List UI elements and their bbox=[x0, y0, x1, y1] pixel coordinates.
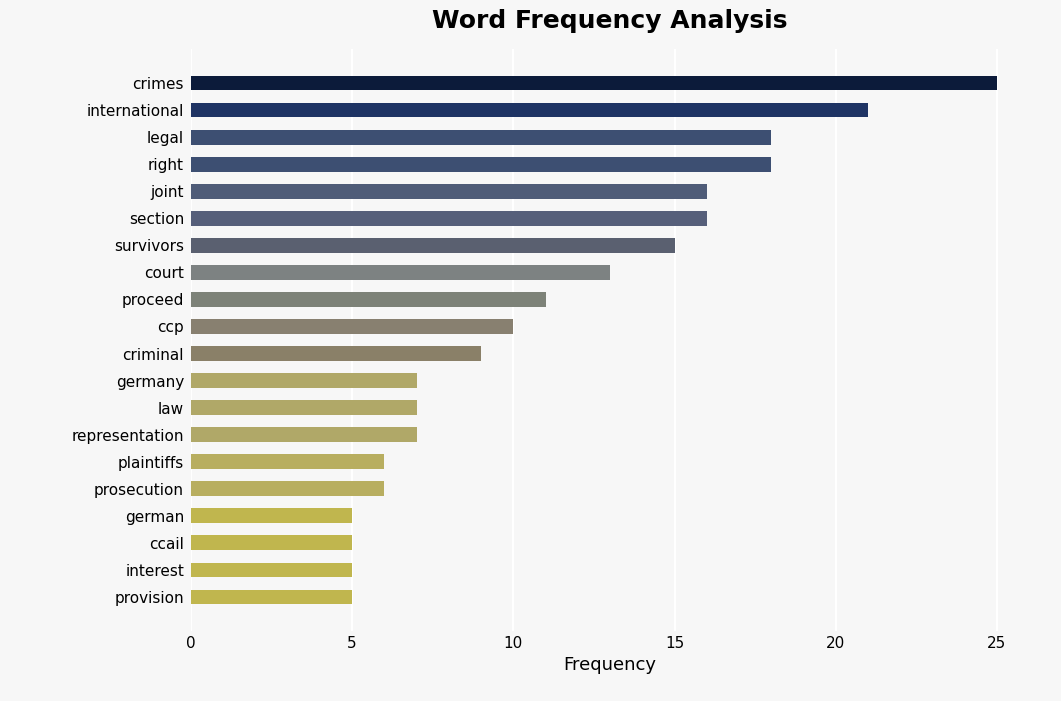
Bar bbox=[191, 482, 384, 496]
Bar bbox=[191, 400, 417, 415]
Bar bbox=[191, 373, 417, 388]
Bar bbox=[191, 130, 771, 144]
Bar bbox=[191, 508, 352, 523]
Bar bbox=[191, 157, 771, 172]
Bar bbox=[191, 454, 384, 469]
Title: Word Frequency Analysis: Word Frequency Analysis bbox=[432, 9, 788, 33]
Bar bbox=[191, 562, 352, 578]
Bar bbox=[191, 319, 514, 334]
Bar bbox=[191, 265, 610, 280]
Bar bbox=[191, 76, 997, 90]
X-axis label: Frequency: Frequency bbox=[563, 656, 657, 674]
Bar bbox=[191, 346, 481, 361]
Bar bbox=[191, 102, 868, 118]
Bar bbox=[191, 184, 707, 198]
Bar bbox=[191, 536, 352, 550]
Bar bbox=[191, 292, 545, 307]
Bar bbox=[191, 590, 352, 604]
Bar bbox=[191, 238, 675, 253]
Bar bbox=[191, 427, 417, 442]
Bar bbox=[191, 211, 707, 226]
